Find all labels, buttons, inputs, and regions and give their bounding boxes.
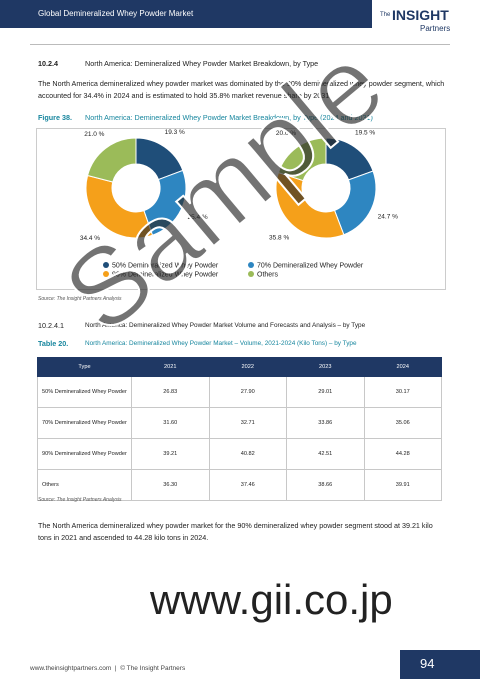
table-source: Source: The Insight Partners Analysis: [38, 497, 122, 503]
header-cell: 2022: [208, 357, 287, 377]
donut-slice: [333, 170, 377, 236]
page-number: 94: [420, 656, 435, 671]
table-cell: 30.17: [363, 376, 442, 408]
table-cell: 39.91: [363, 469, 442, 501]
footer-text: www.theinsightpartners.com | © The Insig…: [30, 665, 186, 672]
table-cell: 44.28: [363, 438, 442, 470]
data-table: Type 2021 2022 2023 2024 50% Demineralized Wh…: [37, 357, 442, 501]
subsection-title: North America: Demineralized Whey Powder…: [85, 322, 366, 329]
table-cell: 38.66: [286, 469, 365, 501]
rule: [30, 44, 450, 45]
table-cell: 32.71: [208, 407, 287, 439]
table-cell: 40.82: [208, 438, 287, 470]
watermark-url: www.gii.co.jp: [150, 576, 393, 623]
donut-slice: [85, 174, 154, 239]
table-cell: 42.51: [286, 438, 365, 470]
table-row: 70% Demineralized Whey Powder 31.60 32.71 3…: [37, 407, 442, 439]
logo-sub: Partners: [420, 24, 451, 33]
table-cell: 50% Demineralized Whey Powder: [37, 376, 132, 408]
data-label: 25.4 %: [187, 214, 207, 221]
table-cell: 35.06: [363, 407, 442, 439]
data-label: 19.5 %: [355, 129, 375, 136]
header-bar: [0, 0, 372, 28]
table-cell: 70% Demineralized Whey Powder: [37, 407, 132, 439]
table-cell: 36.30: [131, 469, 210, 501]
data-label: 20.0 %: [276, 130, 296, 137]
table-row: Others 36.30 37.46 38.66 39.91: [37, 469, 442, 501]
chart-frame: [36, 128, 446, 290]
chart: 19.3 % 25.4 % 34.4 % 21.0 % 19.5 % 24.7 % 35.8…: [36, 128, 446, 290]
legend-label: 70% Demineralized Whey Powder: [257, 263, 364, 270]
data-label: 35.8 %: [269, 234, 289, 241]
figure-title: North America: Demineralized Whey Powder…: [85, 113, 373, 122]
legend-swatch: [103, 262, 109, 268]
section-number: 10.2.4: [38, 59, 58, 68]
legend-label: 50% Demineralized Whey Powder: [112, 263, 219, 270]
figure-source: Source: The Insight Partners Analysis: [38, 296, 122, 302]
table-title: North America: Demineralized Whey Powder…: [85, 340, 357, 347]
logo-main: INSIGHT: [392, 7, 449, 23]
header-cell: 2023: [286, 357, 365, 377]
table-cell: 90% Demineralized Whey Powder: [37, 438, 132, 470]
data-label: 21.0 %: [84, 131, 104, 138]
data-label: 34.4 %: [80, 235, 100, 242]
header-title: Global Demineralized Whey Powder Market: [38, 9, 194, 18]
legend-swatch: [103, 271, 109, 277]
donut-slice: [275, 171, 345, 239]
logo-the: The: [380, 12, 391, 18]
table-cell: Others: [37, 469, 132, 501]
data-label: 19.3 %: [165, 129, 185, 136]
legend-label: 90% Demineralized Whey Powder: [112, 272, 219, 279]
header-row: Type 2021 2022 2023 2024: [37, 357, 442, 377]
table-cell: 26.83: [131, 376, 210, 408]
table-cell: 39.21: [131, 438, 210, 470]
table-label: Table 20.: [38, 339, 69, 348]
header-cell: 2021: [131, 357, 210, 377]
table-cell: 33.86: [286, 407, 365, 439]
table-row: 90% Demineralized Whey Powder 39.21 40.82 4…: [37, 438, 442, 470]
donut-slice: [277, 137, 327, 182]
figure-label: Figure 38.: [38, 113, 72, 122]
donut-slice: [86, 137, 137, 183]
subsection-number: 10.2.4.1: [38, 321, 64, 330]
table-cell: 27.90: [208, 376, 287, 408]
closing-paragraph: The North America demineralized whey pow…: [38, 521, 433, 542]
section-title: North America: Demineralized Whey Powder…: [85, 59, 319, 68]
legend-swatch: [248, 271, 254, 277]
header-cell: Type: [37, 357, 132, 377]
table-cell: 29.01: [286, 376, 365, 408]
data-label: 24.7 %: [378, 213, 398, 220]
legend-swatch: [248, 262, 254, 268]
legend-label: Others: [257, 272, 279, 279]
page-box: [400, 650, 480, 679]
table-row: 50% Demineralized Whey Powder 26.83 27.90 2…: [37, 376, 442, 408]
header-cell: 2024: [363, 357, 442, 377]
logo: The INSIGHT Partners: [380, 4, 475, 40]
table-cell: 37.46: [208, 469, 287, 501]
table-cell: 31.60: [131, 407, 210, 439]
paragraph: The North America demineralized whey pow…: [38, 79, 445, 100]
